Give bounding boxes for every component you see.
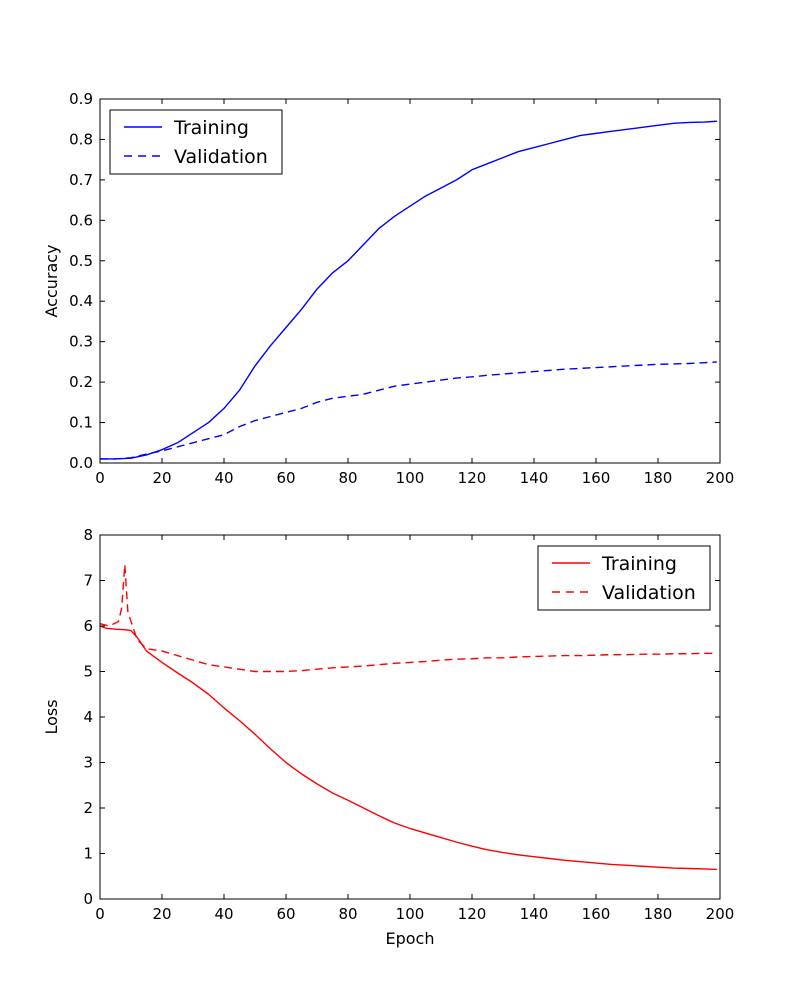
accuracy-x-tick-label: 100 bbox=[396, 469, 425, 487]
loss-y-tick-label: 5 bbox=[83, 663, 93, 681]
loss-x-tick-label: 80 bbox=[338, 905, 357, 923]
loss-x-tick-label: 40 bbox=[214, 905, 233, 923]
accuracy-y-tick-label: 0.0 bbox=[69, 454, 93, 472]
accuracy-x-tick-label: 20 bbox=[152, 469, 171, 487]
loss-y-tick-label: 3 bbox=[83, 754, 93, 772]
accuracy-y-tick-label: 0.5 bbox=[69, 252, 93, 270]
accuracy-x-tick-label: 0 bbox=[95, 469, 105, 487]
accuracy-chart: 0 20 40 60 80 100 120 140 160 180 200 0.0 0.1 0.2 0.3 0… bbox=[42, 90, 734, 487]
accuracy-y-tick-label: 0.3 bbox=[69, 333, 93, 351]
loss-y-tick-label: 0 bbox=[83, 890, 93, 908]
accuracy-x-tick-label: 80 bbox=[338, 469, 357, 487]
loss-x-tick-label: 200 bbox=[706, 905, 735, 923]
accuracy-x-tick-label: 40 bbox=[214, 469, 233, 487]
accuracy-y-axis-label: Accuracy bbox=[42, 244, 61, 317]
loss-x-axis-label: Epoch bbox=[386, 929, 435, 948]
loss-series-validation bbox=[99, 563, 717, 673]
accuracy-series-validation bbox=[100, 361, 717, 460]
accuracy-y-tick-label: 0.7 bbox=[69, 171, 93, 189]
loss-legend: Training Validation bbox=[537, 545, 711, 611]
accuracy-y-tick-label: 0.9 bbox=[69, 90, 93, 108]
accuracy-x-tick-label: 180 bbox=[644, 469, 673, 487]
accuracy-y-tick-label: 0.6 bbox=[69, 211, 93, 229]
accuracy-x-tick-label: 60 bbox=[276, 469, 295, 487]
accuracy-x-tick-label: 120 bbox=[458, 469, 487, 487]
accuracy-series-training bbox=[100, 120, 717, 460]
accuracy-x-tick-label: 200 bbox=[706, 469, 735, 487]
loss-y-tick-label: 8 bbox=[83, 526, 93, 544]
loss-y-tick-label: 6 bbox=[83, 617, 93, 635]
accuracy-y-tick-label: 0.4 bbox=[69, 292, 93, 310]
accuracy-legend: Training Validation bbox=[109, 109, 283, 175]
loss-y-axis-label: Loss bbox=[42, 699, 61, 734]
loss-x-tick-label: 60 bbox=[276, 905, 295, 923]
loss-y-tick-label: 4 bbox=[83, 708, 93, 726]
accuracy-y-tick-label: 0.1 bbox=[69, 414, 93, 432]
loss-legend-label-validation: Validation bbox=[602, 582, 696, 604]
accuracy-y-tick-label: 0.2 bbox=[69, 373, 93, 391]
accuracy-y-tick-label: 0.8 bbox=[69, 130, 93, 148]
accuracy-legend-label-validation: Validation bbox=[174, 146, 268, 168]
loss-legend-box bbox=[537, 545, 711, 611]
accuracy-legend-label-training: Training bbox=[173, 117, 249, 139]
loss-x-tick-label: 140 bbox=[520, 905, 549, 923]
loss-y-tick-label: 2 bbox=[83, 799, 93, 817]
loss-x-tick-label: 0 bbox=[95, 905, 105, 923]
loss-x-tick-label: 180 bbox=[644, 905, 673, 923]
loss-x-tick-label: 160 bbox=[582, 905, 611, 923]
loss-x-tick-label: 20 bbox=[152, 905, 171, 923]
loss-x-tick-label: 120 bbox=[458, 905, 487, 923]
loss-y-tick-label: 7 bbox=[83, 572, 93, 590]
loss-chart: 0 20 40 60 80 100 120 140 160 180 200 0 1 2 3 4 5 6 7 8 Loss… bbox=[42, 526, 734, 948]
loss-y-tick-label: 1 bbox=[83, 845, 93, 863]
loss-series-training bbox=[99, 625, 717, 871]
accuracy-x-tick-label: 160 bbox=[582, 469, 611, 487]
accuracy-legend-box bbox=[109, 109, 283, 175]
accuracy-x-tick-label: 140 bbox=[520, 469, 549, 487]
loss-x-tick-label: 100 bbox=[396, 905, 425, 923]
loss-legend-label-training: Training bbox=[601, 553, 677, 575]
